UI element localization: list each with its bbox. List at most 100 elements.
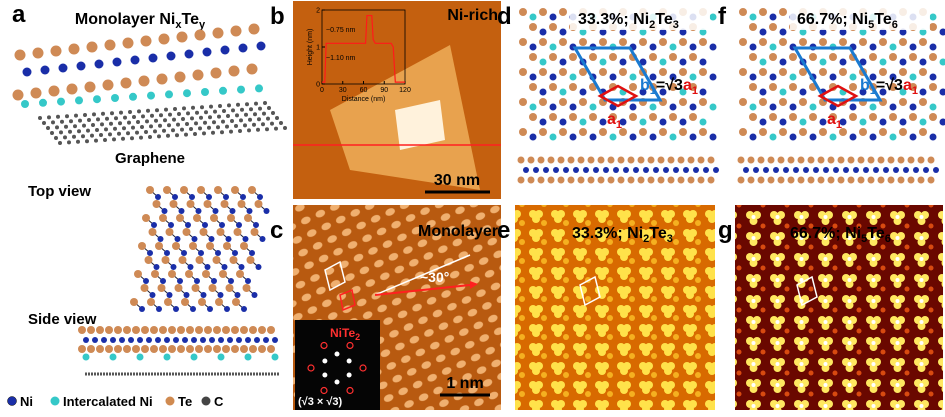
te-atom: [737, 156, 745, 164]
te-atom: [827, 176, 835, 184]
ni-atom: [653, 167, 659, 173]
ni-atom: [549, 73, 557, 81]
ni-atom: [217, 292, 224, 298]
te-atom: [879, 128, 887, 136]
carbon-atom: [253, 112, 257, 117]
ni-atom: [683, 167, 689, 173]
intercalated-ni: [255, 84, 263, 93]
intercalated-ni: [111, 94, 119, 102]
carbon-atom: [231, 108, 235, 113]
carbon-atom: [55, 125, 59, 130]
ni-atom: [663, 167, 669, 173]
te-atom: [254, 200, 263, 208]
intercalated-ni: [165, 90, 173, 99]
carbon-atom: [168, 112, 172, 117]
legend-label: Ni: [20, 394, 33, 409]
te-atom: [177, 345, 185, 353]
carbon-atom: [139, 135, 143, 140]
carbon-atom: [207, 125, 211, 130]
ni-atom: [155, 337, 161, 343]
te-atom: [168, 326, 176, 334]
panel-label: d: [497, 3, 512, 30]
te-atom: [889, 113, 897, 121]
carbon-atom: [203, 120, 207, 125]
ni-atom: [923, 167, 929, 173]
te-atom: [174, 284, 183, 292]
carbon-atom: [181, 117, 185, 121]
ni-atom: [639, 88, 647, 96]
ni-atom: [839, 118, 847, 126]
intercalated-ni: [539, 58, 547, 66]
intercalated-ni: [579, 118, 587, 126]
ni-atom: [137, 337, 143, 343]
intercalated-ni: [909, 73, 917, 81]
ni-atom: [200, 292, 207, 298]
te-atom: [157, 284, 166, 292]
te-atom: [849, 83, 857, 91]
ni-atom: [693, 167, 699, 173]
te-atom: [577, 176, 585, 184]
unit-cell: [817, 84, 859, 108]
ni-atom: [679, 58, 687, 66]
ni-atom: [195, 208, 202, 214]
intercalated-ni: [549, 133, 557, 141]
te-atom: [789, 53, 797, 61]
te-atom: [927, 156, 935, 164]
te-atom: [186, 200, 195, 208]
ni-atom: [939, 28, 945, 36]
ni-atom: [749, 133, 757, 141]
carbon-atom: [200, 105, 204, 110]
intercalated-ni: [669, 43, 677, 51]
carbon-atom: [275, 116, 279, 120]
te-atom: [230, 25, 242, 37]
te-atom: [517, 176, 525, 184]
te-atom: [779, 8, 787, 16]
te-atom: [233, 228, 242, 236]
te-atom: [219, 270, 227, 278]
carbon-atom: [266, 116, 270, 121]
te-atom: [96, 326, 104, 334]
te-atom: [749, 83, 757, 91]
intercalated-ni: [889, 43, 897, 51]
carbon-atom: [78, 118, 82, 123]
te-atom: [249, 345, 257, 353]
legend: Ni Intercalated Ni Te C: [7, 394, 224, 409]
ni-atom: [181, 250, 187, 256]
x-tick-label: 60: [360, 87, 368, 94]
ni-atom: [909, 103, 917, 111]
ni-atom: [573, 167, 579, 173]
intercalated-ni: [769, 43, 777, 51]
panel-f: f 66.7%; Ni5Te6 b1=√3a1 a1: [718, 1, 945, 199]
ni-atom: [919, 58, 927, 66]
te-atom: [899, 68, 907, 76]
te-atom: [240, 326, 248, 334]
ni-atom: [889, 73, 897, 81]
ni-atom: [679, 28, 687, 36]
te-atom: [619, 128, 627, 136]
te-atom: [202, 270, 210, 278]
ni-atom: [779, 58, 787, 66]
ni-atom: [579, 88, 587, 96]
carbon-atom: [65, 114, 69, 119]
carbon-atom: [195, 110, 199, 115]
carbon-atom: [144, 130, 148, 134]
te-atom: [191, 284, 200, 292]
ni-atom: [689, 133, 697, 141]
te-atom: [739, 8, 747, 16]
carbon-atom: [257, 117, 261, 122]
te-atom: [579, 68, 587, 76]
te-atom: [799, 98, 807, 106]
carbon-atom: [204, 110, 208, 115]
carbon-atom: [220, 130, 224, 135]
te-atom: [549, 83, 557, 91]
carbon-atom: [173, 107, 177, 111]
te-atom: [699, 38, 707, 46]
carbon-atom: [113, 126, 117, 131]
carbon-atom: [254, 101, 258, 106]
intercalated-ni: [939, 58, 945, 66]
ni-atom: [563, 167, 569, 173]
intercalated-ni: [849, 73, 857, 81]
te-atom: [767, 176, 775, 184]
te-atom: [779, 98, 787, 106]
te-atom: [150, 345, 158, 353]
